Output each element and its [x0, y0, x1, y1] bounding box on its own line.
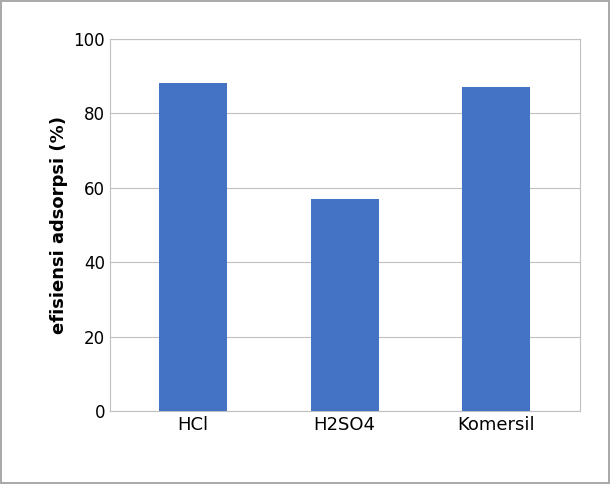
Bar	[159, 83, 227, 411]
Y-axis label: efisiensi adsorpsi (%): efisiensi adsorpsi (%)	[50, 116, 68, 334]
Bar	[462, 87, 530, 411]
Bar	[310, 199, 379, 411]
